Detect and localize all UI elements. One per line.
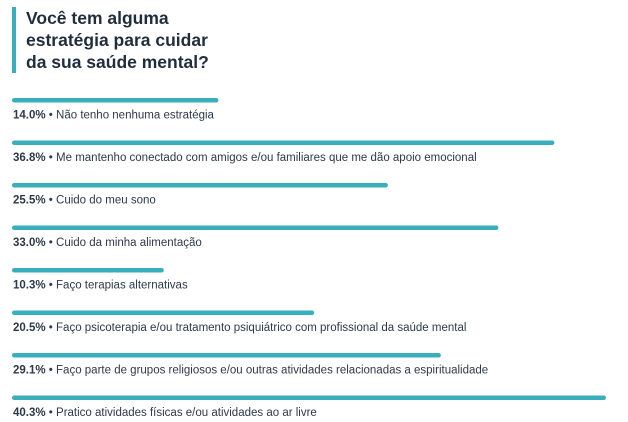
title-line-3: da sua saúde mental? (26, 52, 209, 72)
bar-5 (12, 268, 164, 273)
bar-value-label-3: 25.5% (13, 195, 46, 207)
bar-label-7: 29.1% • Faço parte de grupos religiosos … (13, 365, 488, 377)
bar-category-label-4: • Cuido da minha alimentação (46, 237, 202, 249)
bar-value-label-8: 40.3% (13, 407, 46, 419)
bar-label-5: 10.3% • Faço terapias alternativas (13, 280, 188, 292)
bar-label-8: 40.3% • Pratico atividades físicas e/ou … (13, 407, 317, 419)
bar-label-4: 33.0% • Cuido da minha alimentação (13, 237, 202, 249)
bar-label-6: 20.5% • Faço psicoterapia e/ou tratament… (13, 322, 466, 334)
bar-value-label-2: 36.8% (13, 152, 46, 164)
bar-7 (12, 353, 441, 358)
bar-category-label-7: • Faço parte de grupos religiosos e/ou o… (46, 365, 489, 377)
bar-value-label-1: 14.0% (13, 110, 46, 122)
title-line-1: Você tem alguma (26, 8, 169, 28)
bar-value-label-5: 10.3% (13, 280, 46, 292)
bar-category-label-6: • Faço psicoterapia e/ou tratamento psiq… (46, 322, 467, 334)
bar-3 (12, 183, 388, 188)
bar-category-label-1: • Não tenho nenhuma estratégia (46, 110, 215, 122)
bar-4 (12, 225, 499, 230)
bar-label-3: 25.5% • Cuido do meu sono (13, 195, 156, 207)
bar-value-label-6: 20.5% (13, 322, 46, 334)
title-line-2: estratégia para cuidar (26, 30, 208, 50)
bar-6 (12, 310, 315, 315)
bar-label-1: 14.0% • Não tenho nenhuma estratégia (13, 110, 215, 122)
bar-label-2: 36.8% • Me mantenho conectado com amigos… (13, 152, 477, 164)
bar-category-label-5: • Faço terapias alternativas (46, 280, 188, 292)
bar-category-label-8: • Pratico atividades físicas e/ou ativid… (46, 407, 317, 419)
bar-value-label-4: 33.0% (13, 237, 46, 249)
bar-1 (12, 98, 219, 103)
bar-8 (12, 395, 606, 400)
bar-2 (12, 140, 555, 145)
bar-category-label-3: • Cuido do meu sono (46, 195, 156, 207)
bar-value-label-7: 29.1% (13, 365, 46, 377)
chart-title: Você tem alguma estratégia para cuidar d… (12, 7, 209, 73)
bar-category-label-2: • Me mantenho conectado com amigos e/ou … (46, 152, 477, 164)
